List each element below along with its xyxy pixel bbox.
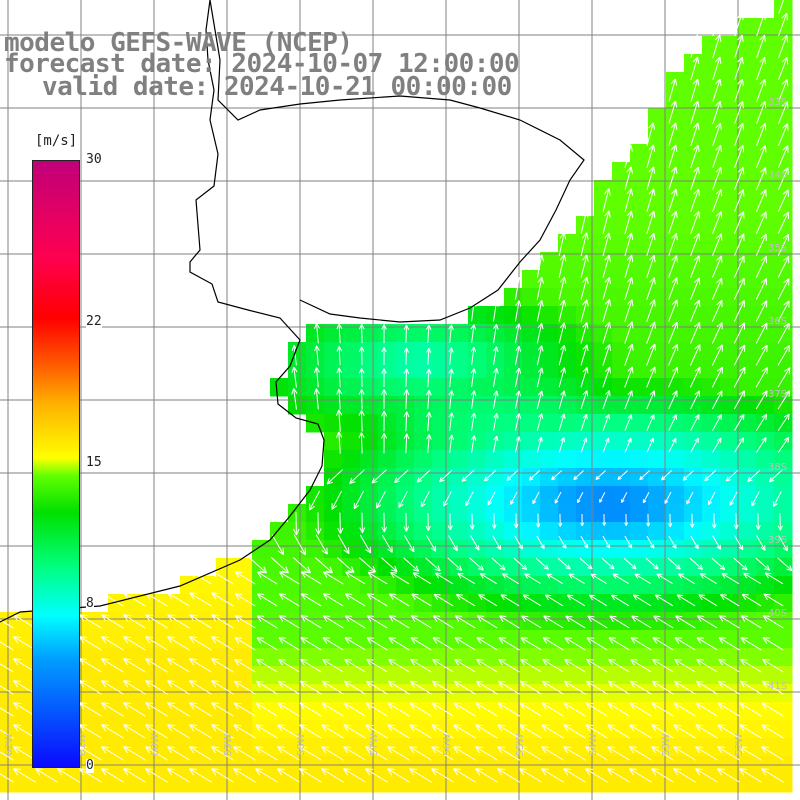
lat-label: 41S	[768, 681, 787, 692]
colorbar-tick-label: 0	[86, 758, 94, 773]
valid-date: valid date: 2024-10-21 00:00:00	[42, 72, 512, 102]
lat-label: 37S	[768, 389, 787, 400]
lon-label: 57W	[369, 733, 380, 756]
model-title: modelo GEFS-WAVE (NCEP)	[4, 28, 353, 58]
lat-label: 33S	[768, 97, 787, 108]
colorbar-unit: [m/s]	[33, 133, 80, 149]
lon-label: 59W	[223, 733, 234, 756]
lon-label: 55W	[515, 733, 526, 756]
lon-label: 53W	[661, 733, 672, 756]
lat-label: 40S	[768, 608, 787, 619]
lon-label: 60W	[150, 733, 161, 756]
lon-label: 62W	[4, 733, 15, 756]
lat-label: 39S	[768, 535, 787, 546]
forecast-date: forecast date: 2024-10-07 12:00:00	[4, 49, 520, 79]
coastline-west	[0, 0, 325, 623]
lat-label: 35S	[768, 243, 787, 254]
colorbar	[32, 160, 80, 768]
lon-label: 52W	[734, 733, 745, 756]
lon-label: 61W	[77, 733, 88, 756]
grid-labels: 33S 34S 35S 36S 37S 38S 39S 40S 41S 62W 61W 60W 59W 5…	[4, 97, 787, 756]
lon-label: 58W	[296, 733, 307, 756]
lat-label: 36S	[768, 316, 787, 327]
colorbar-tick-label: 8	[86, 596, 94, 612]
colorbar-tick-label: 30	[86, 152, 102, 167]
lat-label: 38S	[768, 462, 787, 473]
colorbar-tick-label: 15	[86, 455, 102, 470]
wind-vectors	[0, 615, 771, 770]
coastline-north	[209, 0, 585, 323]
colorbar-tick-label: 22	[86, 313, 102, 329]
lat-label: 34S	[768, 170, 787, 181]
lon-label: 56W	[442, 733, 453, 756]
lon-label: 54W	[588, 733, 599, 756]
